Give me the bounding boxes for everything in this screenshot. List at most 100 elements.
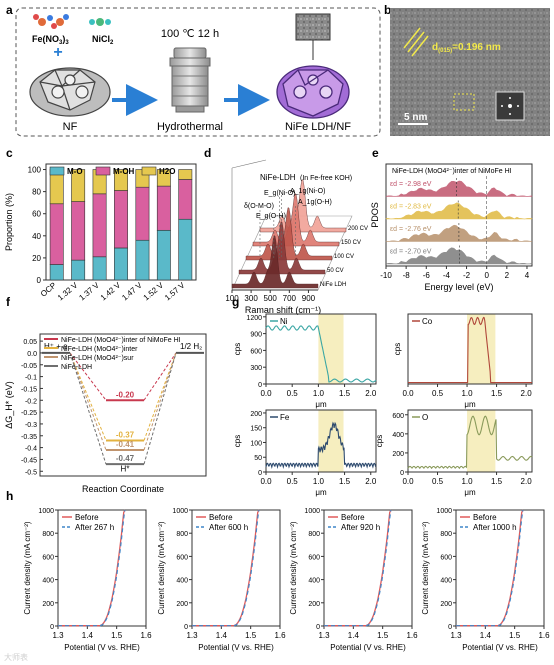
nickel-chloride-molecule [89,18,111,26]
x-tick-label: 2.0 [365,389,377,398]
legend-label: M-O [67,167,83,176]
y-tick-label: 600 [392,413,404,420]
x-tick-label: -4 [443,271,451,280]
legend-label: Before [75,513,99,522]
y-tick-label: -0.5 [25,469,37,476]
x-tick-label: 1.32 V [56,280,80,302]
x-tick-label: 1.6 [140,631,152,640]
d-band-label: εd = -2.70 eV [390,249,432,256]
y-tick-label: 1000 [172,508,188,515]
x-tick-label: -8 [403,271,411,280]
x-tick-label: 300 [244,294,258,303]
y-tick-label: -0.15 [21,386,37,393]
legend-label: NiFe-LDH [61,364,92,371]
peak-label: δ(O-M-O) [244,203,274,210]
x-axis-label: Potential (V vs. RHE) [330,643,406,652]
highlight-region [467,410,496,472]
x-tick-label: 4 [525,271,530,280]
bar-segment [156,185,171,231]
x-tick-label: 1.3 [318,631,330,640]
y-tick-label: -0.4 [25,446,37,453]
bar-segment [135,186,150,241]
d-band-label: εd = -2.76 eV [390,226,432,233]
y-tick-label: -0.45 [21,457,37,464]
energy-connector [143,352,177,465]
y-tick-label: 0 [258,382,262,389]
plot-frame [265,313,377,385]
polarization-curves: 1.3 1.4 1.5 1.6 0 200 400 600 800 1000 Potential (… [23,508,550,652]
plot-frame [455,509,545,627]
y-tick-label: 600 [440,554,452,561]
plot-frame [385,163,533,267]
y-tick-label: 150 [250,426,262,433]
bar-segment [114,190,128,249]
watermark: 大师表 [4,652,28,662]
x-tick-label: 100 [225,294,239,303]
x-tick-label: 0.0 [402,389,414,398]
legend-swatch [141,166,157,176]
y-tick-label: 0.05 [23,339,37,346]
sem-inset-image [295,13,331,41]
reagent-ni-formula: NiCl2 [92,34,114,46]
panel-a: a Fe(NO3)3 NiCl2 + NF [6,3,381,137]
x-tick-label: 2 [505,271,510,280]
x-tick-label: 1.0 [461,389,473,398]
bar-segment [71,169,86,202]
legend-swatch [49,166,65,176]
x-tick-label: 0.0 [402,477,414,486]
bar-segment [178,169,193,180]
y-tick-label: 800 [440,531,452,538]
label-nf: NF [63,121,78,133]
x-axis-label: μm [315,488,327,497]
x-axis-label: μm [315,400,327,409]
legend-label: M-OH [113,167,135,176]
label-product: NiFe LDH/NF [285,121,351,133]
plot-frame [323,509,413,627]
x-tick-label: 2.0 [365,477,377,486]
x-axis-label: μm [464,488,476,497]
x-tick-label: 700 [283,294,297,303]
panel-letter-c: c [6,146,13,160]
energy-connector [69,352,107,451]
panel-a-frame [15,7,381,137]
y-axis-label: cps [375,435,384,447]
y-tick-label: 50 [254,455,262,462]
plot-frame [407,409,533,473]
x-tick-label: 1.47 V [120,280,144,302]
peak-label: A_1g(O-H) [298,199,332,206]
x-tick-label: 2.0 [521,477,533,486]
y-tick-label: 400 [440,578,452,585]
x-tick-label: 500 [264,294,278,303]
bar-segment [49,203,64,265]
y-tick-label: 100 [250,440,262,447]
chart-title: NiFe-LDH [260,173,296,182]
x-tick-label: 1.4 [82,631,94,640]
legend-label: Before [209,513,233,522]
x-tick-label: 1.6 [538,631,550,640]
x-tick-label: 1.5 [245,631,257,640]
x-tick-label: 1.6 [406,631,418,640]
panel-d: d 100 300 500 700 900 Raman shift (cm⁻¹) NiFe-… [204,146,368,315]
panel-letter-b: b [384,3,391,17]
pdos-area [385,180,533,197]
linescan-series [265,325,377,383]
y-tick-label: -0.25 [21,410,37,417]
y-axis-label: cps [233,435,242,447]
bar-segment [49,264,64,281]
legend-label: Co [422,317,433,326]
raman-waterfall-chart: 100 300 500 700 900 Raman shift (cm⁻¹) NiFe-LD… [225,159,368,315]
y-tick-label: 1200 [246,315,262,322]
y-axis-label: Proportion (%) [4,193,14,251]
energy-connector [143,352,177,441]
bar-segment [135,239,150,281]
energy-value-label: -0.37 [116,431,135,440]
series-label: NiFe LDH [320,282,346,288]
y-tick-label: 0 [400,470,404,477]
series-label: 100 CV [334,254,354,260]
lsv-before-series [58,509,126,627]
panel-letter-f: f [6,295,11,309]
y-axis-label: cps [233,343,242,355]
series-label: 50 CV [327,268,344,274]
legend-label: Ni [280,317,288,326]
